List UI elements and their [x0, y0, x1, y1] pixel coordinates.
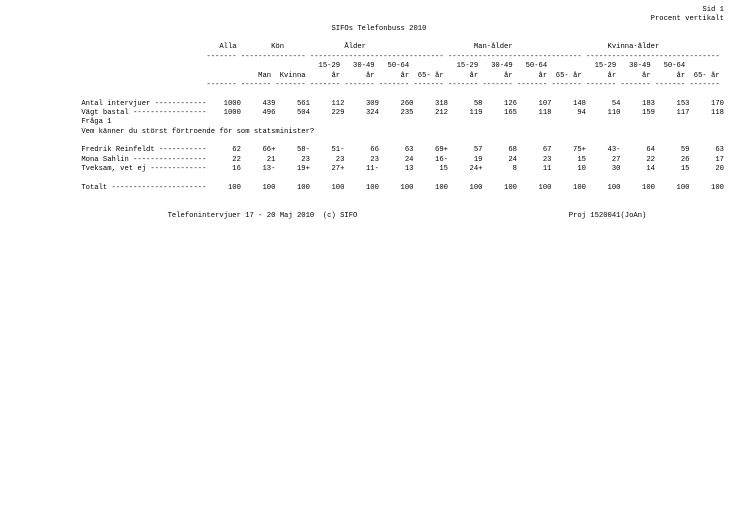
line-metric: Procent vertikalt: [8, 15, 724, 23]
row-tveksam: Tveksam, vet ej ------------- 16 13- 19+…: [8, 165, 724, 173]
sub-headers-2: Man Kvinna år år år 65- år år år år 65- …: [8, 72, 720, 80]
column-underline: ------- ------- ------- ------- ------- …: [8, 81, 720, 89]
group-underline: ------- --------------- ----------------…: [8, 53, 720, 61]
sub-headers-1: 15-29 30-49 50-64 15-29 30-49 50-64 15-2…: [8, 62, 720, 70]
question-text: Vem känner du störst förtroende för som …: [8, 128, 314, 136]
footer-line: Telefonintervjuer 17 - 20 Maj 2010 (c) S…: [8, 212, 646, 220]
report-page: Sid 1 Procent vertikalt: [0, 0, 746, 221]
group-headers: Alla Kön Ålder Man-ålder Kvinna-ålder: [8, 43, 720, 51]
question-num: Fråga 1: [8, 118, 112, 126]
row-sahlin: Mona Sahlin ----------------- 22 21 23 2…: [8, 156, 724, 164]
line-sid: Sid 1: [8, 6, 724, 14]
line-title: SIFOs Telefonbuss 2010: [8, 25, 426, 33]
row-totalt: Totalt ---------------------- 100 100 10…: [8, 184, 724, 192]
row-antal: Antal intervjuer ------------ 1000 439 5…: [8, 100, 724, 108]
row-reinfeldt: Fredrik Reinfeldt ----------- 62 66+ 58-…: [8, 146, 724, 154]
row-vagt: Vägt bastal ----------------- 1000 496 5…: [8, 109, 724, 117]
